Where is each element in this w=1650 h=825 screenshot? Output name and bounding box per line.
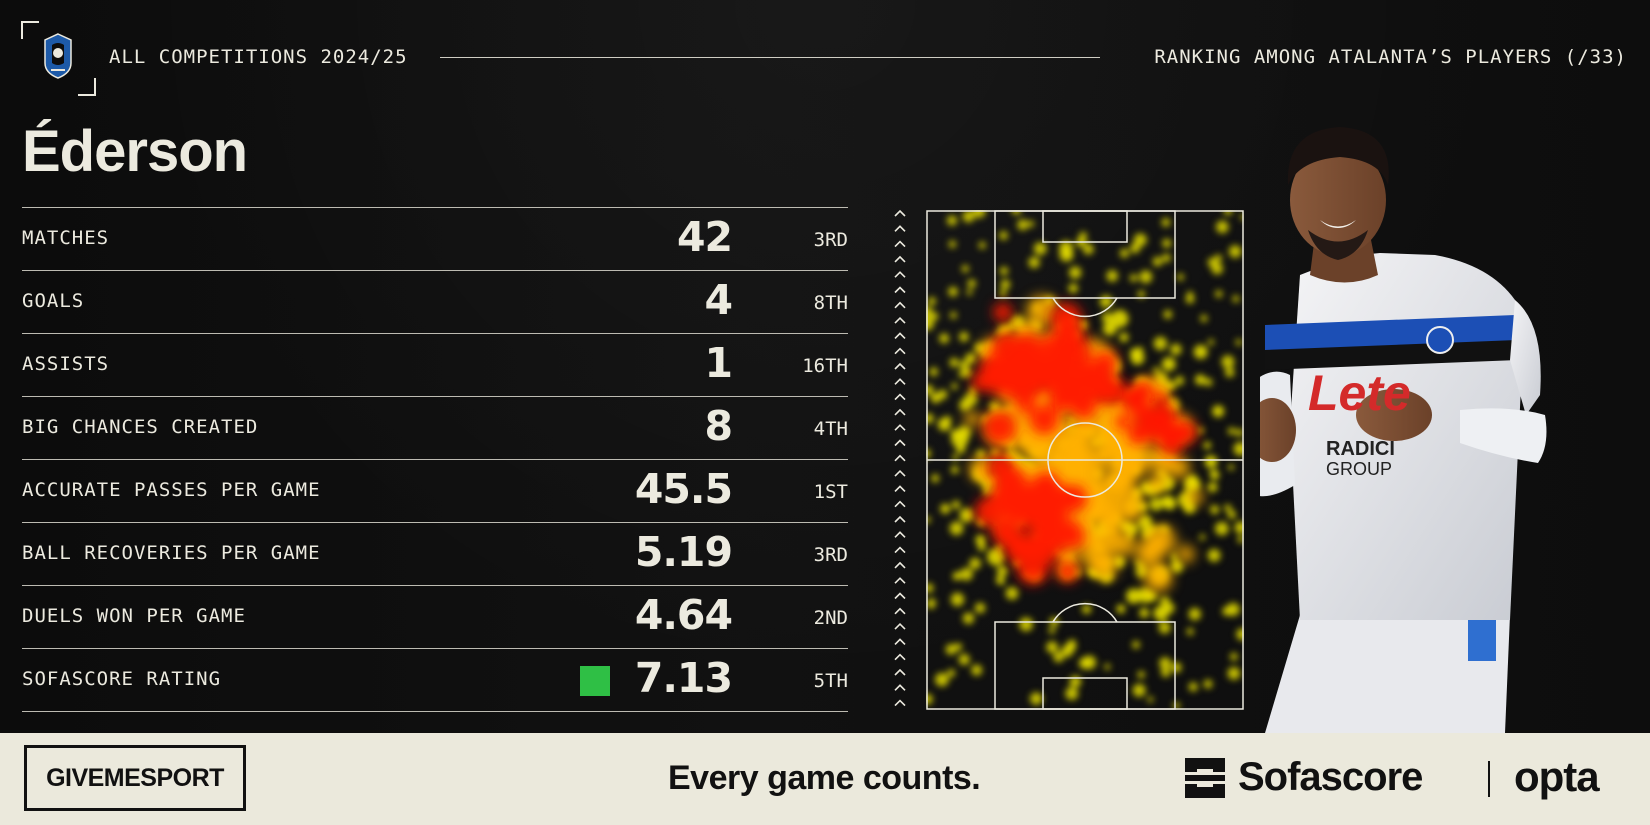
frame-corner-bottom-right [78,78,96,96]
direction-arrow-icon [894,454,906,462]
ranking-context-label: RANKING AMONG ATALANTA’S PLAYERS (/33) [1154,46,1627,68]
direction-arrow-icon [894,347,906,355]
stat-row-duels-won: DUELS WON PER GAME 4.64 2ND [22,586,848,649]
stat-row-goals: GOALS 4 8TH [22,271,848,334]
stat-label: DUELS WON PER GAME [22,605,246,627]
stat-rank: 3RD [813,229,848,251]
direction-arrow-icon [894,469,906,477]
direction-arrow-icon [894,408,906,416]
direction-arrow-icon [894,286,906,294]
stat-label: BALL RECOVERIES PER GAME [22,542,321,564]
stat-rank: 2ND [813,607,848,629]
direction-arrow-icon [894,653,906,661]
direction-arrow-icon [894,424,906,431]
pitch-markings [926,210,1244,710]
stat-label: ACCURATE PASSES PER GAME [22,479,321,501]
stat-label: SOFASCORE RATING [22,668,222,690]
svg-text:Lete: Lete [1308,365,1411,421]
direction-arrow-icon [894,622,906,630]
tagline: Every game counts. [668,759,981,797]
direction-arrow-icon [894,577,906,584]
stat-value: 45.5 [634,465,733,513]
stat-row-matches: MATCHES 42 3RD [22,208,848,271]
direction-arrow-icon [894,225,906,232]
direction-arrow-icon [894,485,906,492]
stat-label: ASSISTS [22,353,110,375]
heatmap-pitch [926,210,1244,710]
stat-value: 4 [704,276,733,324]
direction-arrow-icon [894,531,906,538]
direction-arrow-icon [894,316,906,324]
direction-arrow-icon [894,209,906,217]
direction-arrow-icon [894,332,906,339]
competition-label: ALL COMPETITIONS 2024/25 [109,46,408,68]
stat-rank: 1ST [813,481,848,503]
atalanta-crest-icon [44,33,72,79]
stat-row-ball-recoveries: BALL RECOVERIES PER GAME 5.19 3RD [22,523,848,586]
stat-label: BIG CHANCES CREATED [22,416,259,438]
stats-table: MATCHES 42 3RD GOALS 4 8TH ASSISTS 1 16T… [22,207,848,712]
direction-arrow-icon [894,668,906,676]
direction-arrow-icon [894,500,906,508]
direction-arrow-icon [894,546,906,554]
logo-separator [1488,761,1490,797]
direction-arrow-icon [894,271,906,278]
player-photo: Lete RADICI GROUP [1260,127,1547,733]
stat-value: 5.19 [634,528,733,576]
direction-arrow-icon [894,515,906,523]
direction-arrow-icon [894,561,906,569]
direction-arrow-icon [894,439,906,447]
stat-rank: 5TH [813,670,848,692]
stat-rank: 3RD [813,544,848,566]
stat-row-assists: ASSISTS 1 16TH [22,334,848,397]
svg-text:GROUP: GROUP [1326,459,1392,479]
stat-value: 7.13 [634,654,733,702]
footer-bar: GIVEMESPORT Every game counts. Sofascore… [0,733,1650,825]
publisher-logo: GIVEMESPORT [24,745,246,811]
heatmap-hot-layer [971,302,1198,585]
direction-arrow-icon [894,255,906,263]
sofascore-logo-icon [1185,758,1225,798]
stat-row-accurate-passes: ACCURATE PASSES PER GAME 45.5 1ST [22,460,848,523]
stat-value: 8 [704,402,733,450]
direction-arrow-icon [894,362,906,370]
stat-rank: 4TH [813,418,848,440]
direction-arrow-icon [894,699,906,707]
partner-name: opta [1514,753,1600,800]
stat-value: 4.64 [634,591,733,639]
frame-corner-top-left [21,21,39,39]
stat-rank: 16TH [802,355,848,377]
direction-arrow-icon [894,607,906,615]
direction-arrow-icon [894,684,906,691]
stat-value: 42 [676,213,733,261]
stat-row-sofascore-rating: SOFASCORE RATING 7.13 5TH [22,649,848,712]
stat-rank: 8TH [813,292,848,314]
stat-label: MATCHES [22,227,110,249]
direction-arrow-icon [894,393,906,401]
player-name: Éderson [22,119,248,184]
brand-name: Sofascore [1238,755,1423,799]
stat-value: 1 [704,339,733,387]
direction-arrow-icon [894,592,906,600]
stat-label: GOALS [22,290,85,312]
svg-text:RADICI: RADICI [1326,438,1395,460]
direction-arrow-icon [894,301,906,309]
stat-row-big-chances-created: BIG CHANCES CREATED 8 4TH [22,397,848,460]
direction-arrow-icon [894,638,906,645]
attack-direction-arrows-icon [894,209,906,707]
direction-arrow-icon [894,378,906,385]
direction-arrow-icon [894,240,906,248]
header-divider [440,57,1100,58]
rating-color-badge [580,666,610,696]
